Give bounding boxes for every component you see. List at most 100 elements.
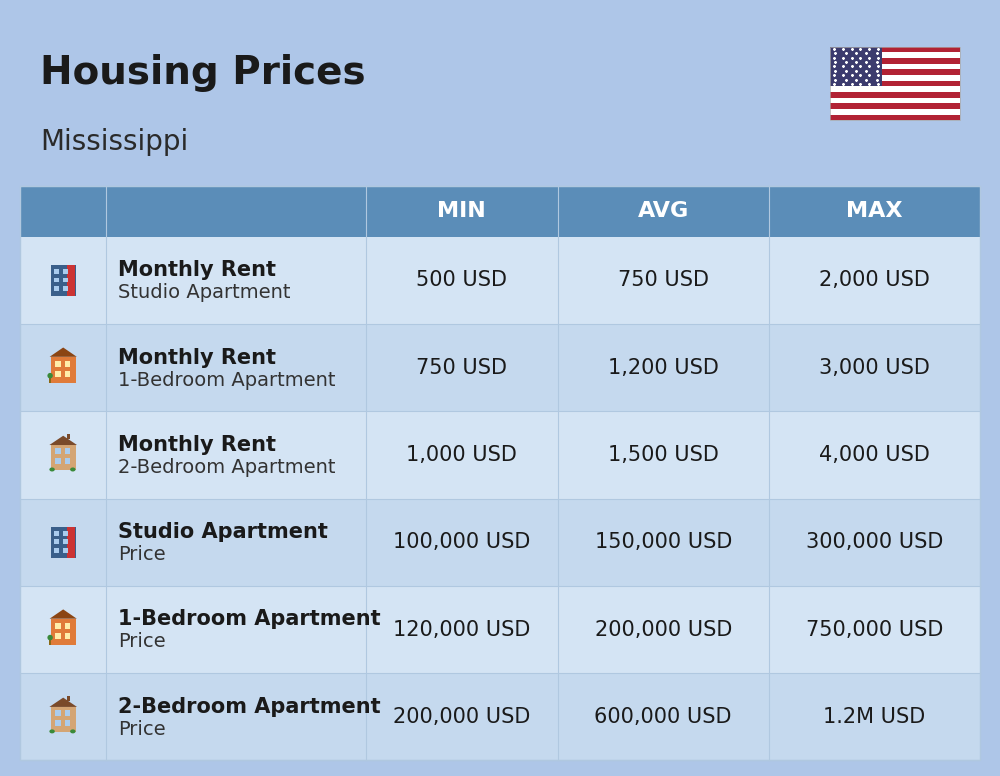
Bar: [106, 673, 366, 760]
Bar: [366, 498, 558, 586]
Bar: [55, 448, 61, 454]
Bar: [830, 98, 960, 103]
Bar: [830, 92, 960, 98]
Bar: [558, 673, 769, 760]
Bar: [65, 361, 70, 367]
Text: 1,500 USD: 1,500 USD: [608, 445, 719, 465]
Bar: [20, 498, 106, 586]
Text: 3,000 USD: 3,000 USD: [819, 358, 930, 378]
Bar: [106, 186, 366, 237]
Polygon shape: [50, 609, 77, 618]
Bar: [830, 52, 960, 58]
Bar: [65, 720, 70, 726]
Bar: [54, 268, 59, 274]
Bar: [63, 268, 68, 274]
Bar: [106, 586, 366, 673]
Text: 120,000 USD: 120,000 USD: [393, 619, 530, 639]
Text: 2,000 USD: 2,000 USD: [819, 270, 930, 290]
Bar: [769, 324, 980, 411]
Bar: [20, 237, 106, 324]
Bar: [769, 186, 980, 237]
Bar: [830, 69, 960, 75]
Bar: [51, 265, 76, 296]
Ellipse shape: [70, 729, 76, 733]
Text: 1,000 USD: 1,000 USD: [406, 445, 517, 465]
Bar: [20, 411, 106, 498]
Text: 500 USD: 500 USD: [416, 270, 507, 290]
Text: 150,000 USD: 150,000 USD: [595, 532, 732, 553]
Bar: [106, 498, 366, 586]
Text: MIN: MIN: [437, 202, 486, 221]
Bar: [558, 186, 769, 237]
Bar: [55, 371, 61, 377]
Bar: [830, 75, 960, 81]
Ellipse shape: [47, 635, 53, 640]
Bar: [51, 445, 76, 470]
Text: Monthly Rent: Monthly Rent: [118, 348, 276, 368]
Bar: [63, 531, 68, 535]
Text: 1.2M USD: 1.2M USD: [823, 707, 926, 727]
Bar: [830, 103, 960, 109]
Bar: [366, 673, 558, 760]
Bar: [67, 527, 75, 558]
Text: 4,000 USD: 4,000 USD: [819, 445, 930, 465]
Text: Mississippi: Mississippi: [40, 128, 188, 156]
Bar: [67, 696, 70, 702]
Bar: [65, 710, 70, 716]
Text: 200,000 USD: 200,000 USD: [595, 619, 732, 639]
Bar: [830, 47, 960, 52]
Bar: [55, 622, 61, 629]
Bar: [55, 710, 61, 716]
Bar: [67, 434, 70, 439]
Text: 100,000 USD: 100,000 USD: [393, 532, 530, 553]
Bar: [769, 411, 980, 498]
Bar: [54, 278, 59, 282]
Text: Price: Price: [118, 632, 166, 651]
Bar: [51, 527, 76, 558]
Bar: [830, 64, 960, 69]
Text: 1-Bedroom Apartment: 1-Bedroom Apartment: [118, 609, 381, 629]
Bar: [106, 237, 366, 324]
Bar: [830, 58, 960, 64]
Bar: [366, 324, 558, 411]
Text: 750,000 USD: 750,000 USD: [806, 619, 943, 639]
Bar: [20, 586, 106, 673]
Bar: [49, 378, 51, 383]
Bar: [49, 639, 51, 645]
Bar: [769, 673, 980, 760]
Bar: [51, 357, 76, 383]
Bar: [558, 498, 769, 586]
Text: Studio Apartment: Studio Apartment: [118, 283, 291, 302]
Text: 600,000 USD: 600,000 USD: [594, 707, 732, 727]
Text: 200,000 USD: 200,000 USD: [393, 707, 530, 727]
Text: Studio Apartment: Studio Apartment: [118, 522, 328, 542]
Text: Price: Price: [118, 546, 166, 564]
Bar: [558, 411, 769, 498]
Polygon shape: [49, 698, 77, 707]
Text: Monthly Rent: Monthly Rent: [118, 435, 276, 455]
Bar: [54, 286, 59, 291]
Text: 2-Bedroom Apartment: 2-Bedroom Apartment: [118, 458, 336, 476]
Bar: [830, 109, 960, 115]
Bar: [830, 86, 960, 92]
Bar: [366, 237, 558, 324]
Bar: [558, 237, 769, 324]
Ellipse shape: [49, 729, 55, 733]
Bar: [366, 586, 558, 673]
Bar: [769, 586, 980, 673]
Bar: [106, 411, 366, 498]
Bar: [769, 237, 980, 324]
Bar: [63, 548, 68, 553]
Bar: [55, 361, 61, 367]
Bar: [65, 448, 70, 454]
Text: 1-Bedroom Apartment: 1-Bedroom Apartment: [118, 371, 336, 390]
Bar: [55, 632, 61, 639]
Text: 750 USD: 750 USD: [618, 270, 709, 290]
Text: 2-Bedroom Apartment: 2-Bedroom Apartment: [118, 697, 381, 717]
Text: MAX: MAX: [846, 202, 903, 221]
Bar: [366, 186, 558, 237]
Bar: [830, 115, 960, 120]
Bar: [830, 47, 960, 120]
Bar: [54, 539, 59, 545]
Polygon shape: [50, 348, 77, 357]
